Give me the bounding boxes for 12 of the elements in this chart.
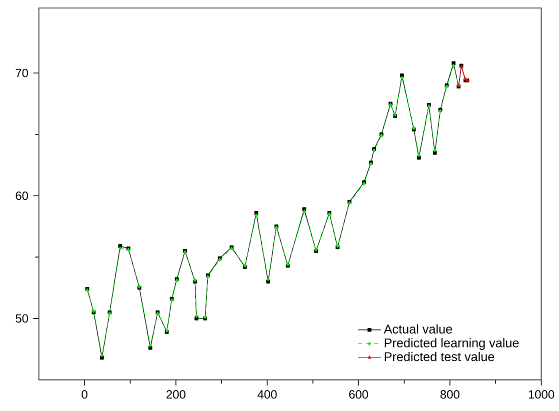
- legend-label: Predicted test value: [384, 352, 494, 362]
- legend-label: Predicted learning value: [384, 338, 519, 350]
- x-tick-label: 1000: [528, 390, 554, 399]
- y-tick-label: 50: [16, 314, 28, 323]
- x-tick-label: 400: [258, 390, 277, 399]
- x-tick-label: 0: [82, 390, 88, 399]
- y-tick-label: 70: [16, 68, 28, 78]
- x-tick-label: 800: [440, 390, 460, 399]
- x-tick-label: 600: [349, 390, 368, 399]
- x-tick-label: 200: [166, 390, 186, 399]
- legend-label: Actual value: [384, 324, 452, 334]
- y-tick-label: 60: [16, 192, 28, 200]
